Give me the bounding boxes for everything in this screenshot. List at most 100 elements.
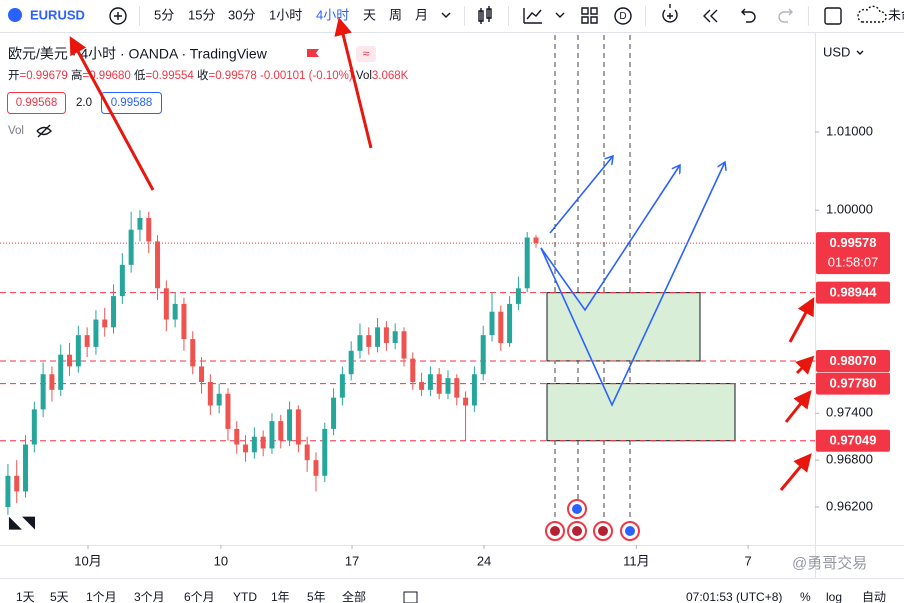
candle-body bbox=[507, 303, 513, 343]
range-button[interactable]: 6个月 bbox=[184, 590, 215, 603]
ohlc-label: 收 bbox=[197, 68, 209, 82]
range-button[interactable]: 3个月 bbox=[134, 590, 165, 603]
ask[interactable]: 0.99588 bbox=[111, 97, 153, 109]
x-tick-label: 11月 bbox=[623, 553, 650, 568]
candle-body bbox=[216, 393, 222, 406]
last-price-label: 0.99578 bbox=[830, 235, 877, 250]
candle-body bbox=[269, 421, 275, 449]
auto-button[interactable]: 自动 bbox=[862, 590, 886, 603]
candle-body bbox=[111, 296, 117, 328]
bid[interactable]: 0.99568 bbox=[16, 97, 58, 109]
candle-body bbox=[375, 327, 381, 347]
last-price-tag bbox=[816, 232, 890, 275]
bid-box[interactable] bbox=[7, 92, 66, 114]
alert-button[interactable] bbox=[662, 4, 678, 23]
ohlc-label: 高 bbox=[71, 68, 83, 82]
level-tag bbox=[816, 429, 890, 452]
y-tick-label: 0.96200 bbox=[826, 498, 873, 513]
candle-body bbox=[524, 237, 530, 289]
range-button[interactable]: YTD bbox=[233, 590, 257, 603]
candle-body bbox=[49, 374, 55, 390]
replay-button[interactable] bbox=[703, 9, 718, 23]
candle-body bbox=[146, 217, 152, 242]
plot-area bbox=[0, 35, 815, 520]
event-icon-inner bbox=[572, 504, 582, 514]
red-arrow bbox=[788, 297, 815, 343]
level-tag bbox=[816, 349, 890, 372]
y-tick-label: 0.97400 bbox=[826, 405, 873, 420]
zone-box bbox=[546, 383, 736, 442]
timeframe[interactable]: 5分 bbox=[154, 7, 174, 22]
timeframe[interactable]: 月 bbox=[415, 7, 428, 22]
candle-body bbox=[322, 428, 328, 476]
candle-body bbox=[119, 264, 125, 297]
timeframe[interactable]: 周 bbox=[389, 7, 402, 22]
x-tick-label: 7 bbox=[744, 553, 751, 568]
spread: 2.0 bbox=[76, 97, 92, 109]
y-tick-label: 1.01000 bbox=[826, 123, 873, 138]
level-tag-label: 0.98070 bbox=[830, 353, 877, 368]
log-button[interactable]: log bbox=[826, 590, 842, 603]
compare-button[interactable] bbox=[109, 7, 127, 25]
layout-button[interactable] bbox=[581, 7, 598, 24]
tv-logo: ◣◥ bbox=[9, 512, 36, 531]
volume-value: 3.068K bbox=[372, 70, 409, 82]
candle-body bbox=[480, 335, 486, 375]
candle-body bbox=[489, 311, 495, 336]
symbol[interactable]: EURUSD bbox=[30, 7, 85, 22]
currency-label[interactable]: USD bbox=[823, 44, 850, 59]
candle-body bbox=[533, 237, 539, 244]
candle-body bbox=[331, 397, 337, 429]
indicators-menu[interactable] bbox=[555, 12, 565, 18]
range-button[interactable]: 1年 bbox=[271, 590, 290, 603]
range-button[interactable]: 1天 bbox=[16, 590, 35, 603]
candle-body bbox=[366, 335, 372, 347]
timeframe[interactable]: 30分 bbox=[228, 7, 255, 22]
change: -0.00101 (-0.10%) bbox=[260, 70, 353, 82]
candle-body bbox=[339, 374, 345, 398]
timeframe[interactable]: 15分 bbox=[188, 7, 215, 22]
indicators-button[interactable] bbox=[523, 8, 542, 24]
undo-button[interactable] bbox=[741, 8, 756, 23]
date-range-icon[interactable] bbox=[403, 591, 418, 603]
save-cloud[interactable] bbox=[857, 5, 887, 23]
timeframe-active[interactable]: 4小时 bbox=[316, 7, 349, 22]
range-button[interactable]: 5年 bbox=[307, 590, 326, 603]
candle-body bbox=[84, 335, 90, 347]
candle-body bbox=[190, 339, 196, 367]
candle-body bbox=[234, 428, 240, 445]
fullscreen-button[interactable] bbox=[824, 7, 842, 25]
timeframe[interactable]: 1小时 bbox=[269, 7, 302, 22]
level-tag bbox=[816, 372, 890, 395]
range-button[interactable]: 全部 bbox=[342, 589, 366, 603]
range-button[interactable]: 1个月 bbox=[86, 590, 117, 603]
candle-body bbox=[348, 350, 354, 375]
watermark: @勇哥交易 bbox=[792, 554, 867, 572]
chart-type-button[interactable] bbox=[478, 6, 492, 24]
sync-icon[interactable] bbox=[356, 46, 376, 62]
eye-off-icon[interactable] bbox=[36, 124, 52, 138]
clock: 07:01:53 (UTC+8) bbox=[686, 590, 782, 603]
redo-button[interactable] bbox=[778, 8, 793, 23]
candle-body bbox=[471, 374, 477, 406]
candle-body bbox=[155, 241, 161, 289]
timeframe-menu[interactable] bbox=[441, 12, 451, 18]
ask-box[interactable] bbox=[101, 92, 162, 114]
range-button[interactable]: 5天 bbox=[50, 590, 69, 603]
candle-body bbox=[58, 354, 64, 390]
candle-body bbox=[172, 303, 178, 320]
symbol-flag bbox=[8, 8, 22, 22]
d-button[interactable] bbox=[614, 7, 632, 25]
candle-body bbox=[260, 436, 266, 449]
red-arrow bbox=[784, 389, 812, 423]
layout-name[interactable]: 未命 bbox=[888, 7, 904, 22]
percent-button[interactable]: % bbox=[800, 590, 811, 603]
candle-body bbox=[23, 444, 29, 492]
currency-menu[interactable] bbox=[856, 50, 864, 55]
candle-body bbox=[436, 374, 442, 394]
candle-body bbox=[454, 378, 460, 398]
flag-icon[interactable] bbox=[307, 49, 319, 57]
event-icon-inner bbox=[550, 526, 560, 536]
timeframe[interactable]: 天 bbox=[363, 7, 376, 22]
